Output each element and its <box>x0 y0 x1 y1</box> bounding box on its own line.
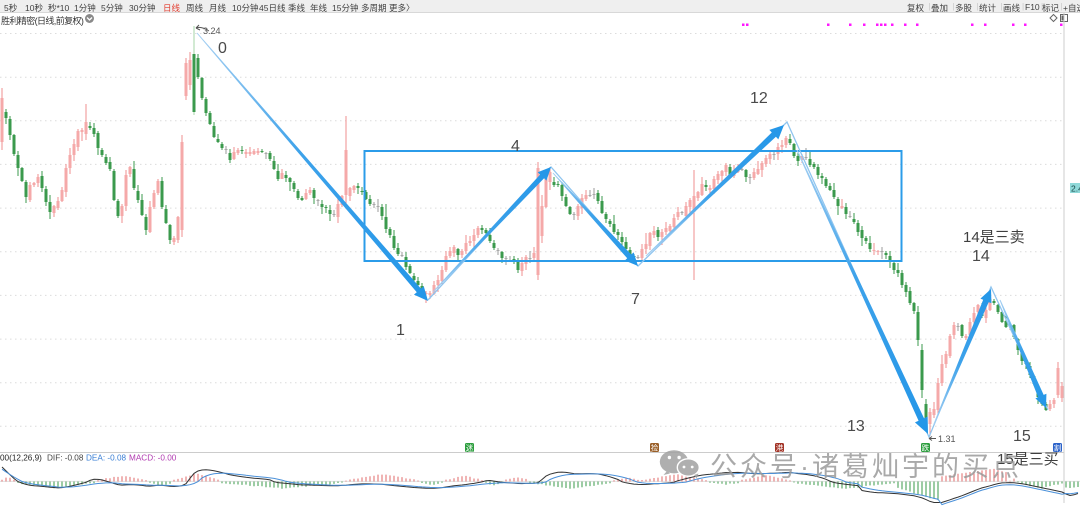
svg-text:割: 割 <box>1054 443 1062 453</box>
svg-text:MACD: -0.00: MACD: -0.00 <box>129 454 177 463</box>
svg-text:14: 14 <box>972 248 990 265</box>
svg-text:0: 0 <box>218 40 227 57</box>
svg-text:DIF: -0.08: DIF: -0.08 <box>47 454 84 463</box>
svg-text:1.31: 1.31 <box>938 434 956 444</box>
svg-text:跌: 跌 <box>922 443 930 453</box>
svg-text:4: 4 <box>511 138 520 155</box>
svg-text:14是三卖: 14是三卖 <box>963 229 1025 246</box>
svg-text:港: 港 <box>776 443 784 453</box>
svg-text:迷: 迷 <box>466 443 474 453</box>
svg-text:捡: 捡 <box>651 443 659 453</box>
svg-text:3.24: 3.24 <box>203 26 221 36</box>
svg-text:13: 13 <box>847 418 865 435</box>
svg-text:12: 12 <box>750 90 768 107</box>
svg-text:15是三买: 15是三买 <box>997 451 1059 468</box>
svg-text:00(12,26,9): 00(12,26,9) <box>0 454 42 463</box>
svg-text:公众号·诸葛灿宇的买点: 公众号·诸葛灿宇的买点 <box>710 452 1022 482</box>
svg-text:DEA: -0.08: DEA: -0.08 <box>86 454 126 463</box>
svg-text:2.4: 2.4 <box>1071 184 1080 194</box>
svg-text:15: 15 <box>1013 428 1031 445</box>
svg-text:1: 1 <box>396 322 405 339</box>
svg-text:7: 7 <box>631 291 640 308</box>
